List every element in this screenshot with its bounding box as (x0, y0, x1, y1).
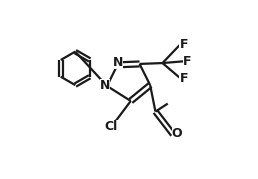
Text: F: F (183, 55, 192, 68)
Text: N: N (100, 79, 110, 92)
Text: F: F (179, 72, 188, 84)
Text: O: O (172, 127, 182, 140)
Text: N: N (113, 56, 123, 69)
Text: F: F (179, 38, 188, 51)
Text: Cl: Cl (105, 120, 118, 133)
